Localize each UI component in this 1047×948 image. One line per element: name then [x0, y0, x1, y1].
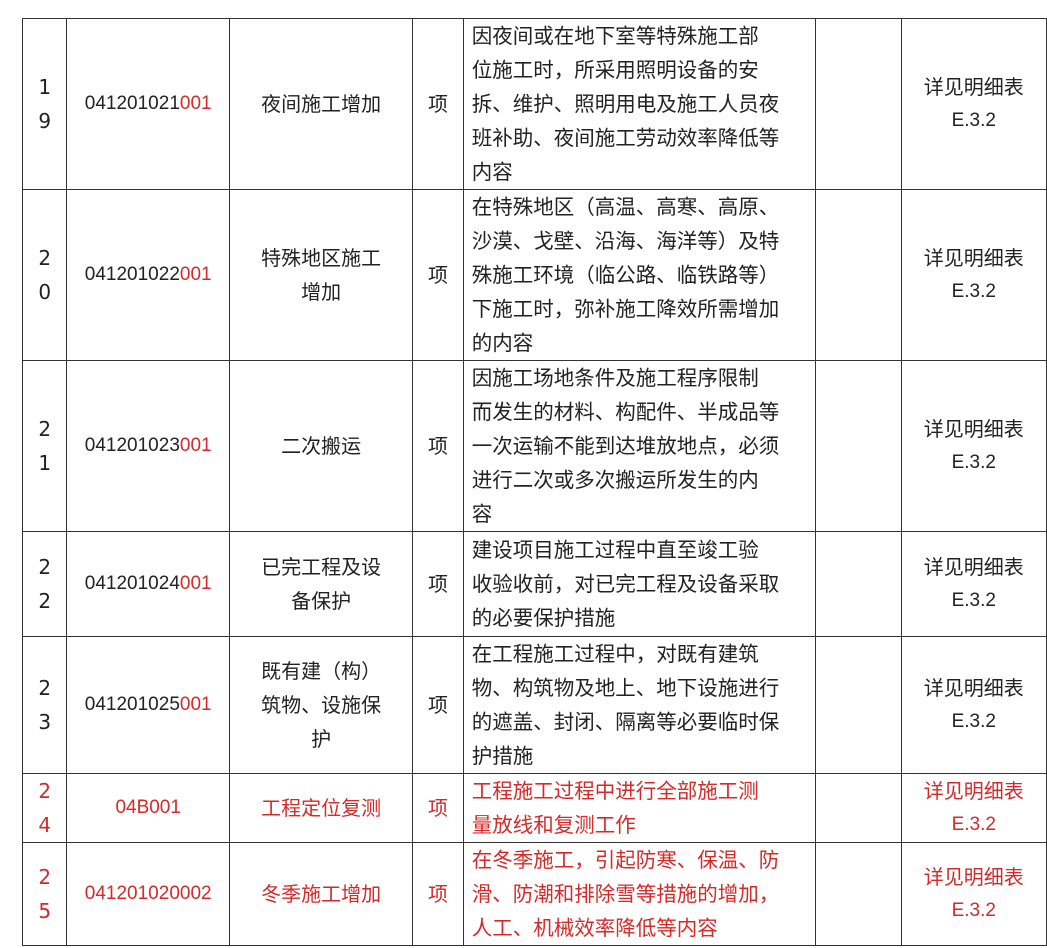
item-description: 工程施工过程中进行全部施工测 量放线和复测工作	[462, 773, 816, 843]
note-code: E.3.2	[951, 590, 996, 611]
note-text: 详见明细表	[923, 676, 1024, 700]
item-description: 因施工场地条件及施工程序限制 而发生的材料、构配件、半成品等 一次运输不能到达堆…	[462, 360, 816, 532]
item-description: 因夜间或在地下室等特殊施工部 位施工时，所采用照明设备的安 拆、维护、照明用电及…	[462, 18, 816, 190]
item-note: 详见明细表 E.3.2	[900, 531, 1047, 637]
item-unit: 项	[412, 773, 464, 843]
item-code-suffix: 001	[179, 573, 212, 594]
note-code: E.3.2	[951, 452, 996, 473]
note-code: E.3.2	[951, 814, 996, 835]
item-name: 已完工程及设 备保护	[228, 531, 414, 637]
note-code: E.3.2	[951, 110, 996, 131]
item-description: 在特殊地区（高温、高寒、高原、 沙漠、戈壁、沿海、海洋等）及特 殊施工环境（临公…	[462, 189, 816, 361]
empty-cell	[814, 531, 902, 637]
item-code-suffix: 001	[179, 435, 212, 456]
item-code: 04B001	[66, 773, 230, 843]
note-text: 详见明细表	[923, 246, 1024, 270]
note-text: 详见明细表	[923, 417, 1024, 441]
item-unit: 项	[412, 18, 464, 190]
table-row: 2 0 041201022001 特殊地区施工 增加 项 在特殊地区（高温、高寒…	[21, 189, 1047, 361]
item-code: 041201020002	[66, 842, 230, 946]
item-name: 夜间施工增加	[228, 18, 414, 190]
item-note: 详见明细表 E.3.2	[900, 636, 1047, 774]
item-name: 工程定位复测	[228, 773, 414, 843]
item-code: 041201021001	[66, 18, 230, 190]
item-name: 既有建（构） 筑物、设施保 护	[228, 636, 414, 774]
empty-cell	[814, 842, 902, 946]
empty-cell	[814, 189, 902, 361]
note-text: 详见明细表	[923, 865, 1024, 889]
item-note: 详见明细表 E.3.2	[900, 189, 1047, 361]
item-unit: 项	[412, 360, 464, 532]
item-code: 041201022001	[66, 189, 230, 361]
table-row: 2 5 041201020002 冬季施工增加 项 在冬季施工，引起防寒、保温、…	[21, 842, 1047, 946]
item-name: 二次搬运	[228, 360, 414, 532]
note-text: 详见明细表	[923, 779, 1024, 803]
row-index: 2 3	[21, 636, 68, 774]
item-code-prefix: 041201025	[84, 694, 180, 715]
empty-cell	[814, 636, 902, 774]
item-unit: 项	[412, 636, 464, 774]
item-code-suffix: 001	[179, 93, 212, 114]
item-note: 详见明细表 E.3.2	[900, 842, 1047, 946]
item-code-prefix: 041201024	[84, 573, 180, 594]
note-code: E.3.2	[951, 281, 996, 302]
item-description: 在工程施工过程中，对既有建筑 物、构筑物及地上、地下设施进行 的遮盖、封闭、隔离…	[462, 636, 816, 774]
empty-cell	[814, 18, 902, 190]
table-row: 2 4 04B001 工程定位复测 项 工程施工过程中进行全部施工测 量放线和复…	[21, 773, 1047, 843]
item-name: 冬季施工增加	[228, 842, 414, 946]
item-code-prefix: 041201022	[84, 264, 180, 285]
row-index: 2 0	[21, 189, 68, 361]
item-unit: 项	[412, 531, 464, 637]
item-description: 建设项目施工过程中直至竣工验 收验收前，对已完工程及设备采取 的必要保护措施	[462, 531, 816, 637]
item-code-suffix: 001	[179, 694, 212, 715]
row-index: 1 9	[21, 18, 68, 190]
item-code-prefix: 041201020002	[84, 883, 212, 904]
item-code: 041201024001	[66, 531, 230, 637]
table-row: 2 2 041201024001 已完工程及设 备保护 项 建设项目施工过程中直…	[21, 531, 1047, 637]
table-row: 2 1 041201023001 二次搬运 项 因施工场地条件及施工程序限制 而…	[21, 360, 1047, 532]
item-code: 041201023001	[66, 360, 230, 532]
item-unit: 项	[412, 189, 464, 361]
item-code-suffix: 001	[179, 264, 212, 285]
item-note: 详见明细表 E.3.2	[900, 773, 1047, 843]
item-note: 详见明细表 E.3.2	[900, 360, 1047, 532]
note-code: E.3.2	[951, 900, 996, 921]
measures-table: 1 9 041201021001 夜间施工增加 项 因夜间或在地下室等特殊施工部…	[21, 18, 1047, 946]
item-note: 详见明细表 E.3.2	[900, 18, 1047, 190]
item-code-prefix: 04B001	[115, 797, 181, 818]
item-unit: 项	[412, 842, 464, 946]
note-text: 详见明细表	[923, 555, 1024, 579]
row-index: 2 4	[21, 773, 68, 843]
row-index: 2 5	[21, 842, 68, 946]
row-index: 2 2	[21, 531, 68, 637]
note-code: E.3.2	[951, 711, 996, 732]
item-code-prefix: 041201021	[84, 93, 180, 114]
item-name: 特殊地区施工 增加	[228, 189, 414, 361]
item-code: 041201025001	[66, 636, 230, 774]
item-description: 在冬季施工，引起防寒、保温、防 滑、防潮和排除雪等措施的增加， 人工、机械效率降…	[462, 842, 816, 946]
table-row: 2 3 041201025001 既有建（构） 筑物、设施保 护 项 在工程施工…	[21, 636, 1047, 774]
note-text: 详见明细表	[923, 75, 1024, 99]
empty-cell	[814, 773, 902, 843]
row-index: 2 1	[21, 360, 68, 532]
item-code-prefix: 041201023	[84, 435, 180, 456]
table-row: 1 9 041201021001 夜间施工增加 项 因夜间或在地下室等特殊施工部…	[21, 18, 1047, 190]
empty-cell	[814, 360, 902, 532]
